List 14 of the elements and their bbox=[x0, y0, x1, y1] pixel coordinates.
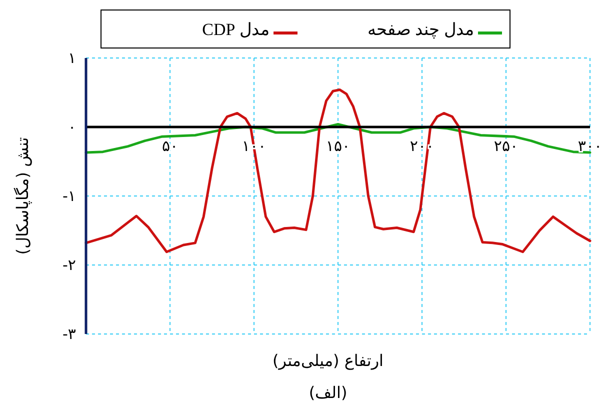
legend-label: مدل چند صفحه bbox=[368, 20, 474, 40]
text: (الف) bbox=[308, 383, 348, 402]
x-axis-title: ارتفاع (میلی‌متر) bbox=[272, 351, 384, 370]
x-tick-label: ۵۰ bbox=[162, 137, 178, 155]
y-tick-label: -۳ bbox=[62, 325, 76, 343]
y-axis-title: تنش (مگاپاسکال) bbox=[13, 137, 32, 255]
x-tick-label: ۱۵۰ bbox=[326, 137, 350, 155]
x-tick-label: ۳۰۰ bbox=[578, 137, 602, 155]
y-tick-label: ۰ bbox=[68, 118, 76, 136]
x-tick-label: ۲۵۰ bbox=[494, 137, 518, 155]
y-tick-label: -۱ bbox=[62, 187, 76, 205]
y-tick-label: -۲ bbox=[62, 256, 76, 274]
legend-label: مدل CDP bbox=[202, 20, 270, 39]
y-tick-label: ۱ bbox=[68, 49, 76, 67]
